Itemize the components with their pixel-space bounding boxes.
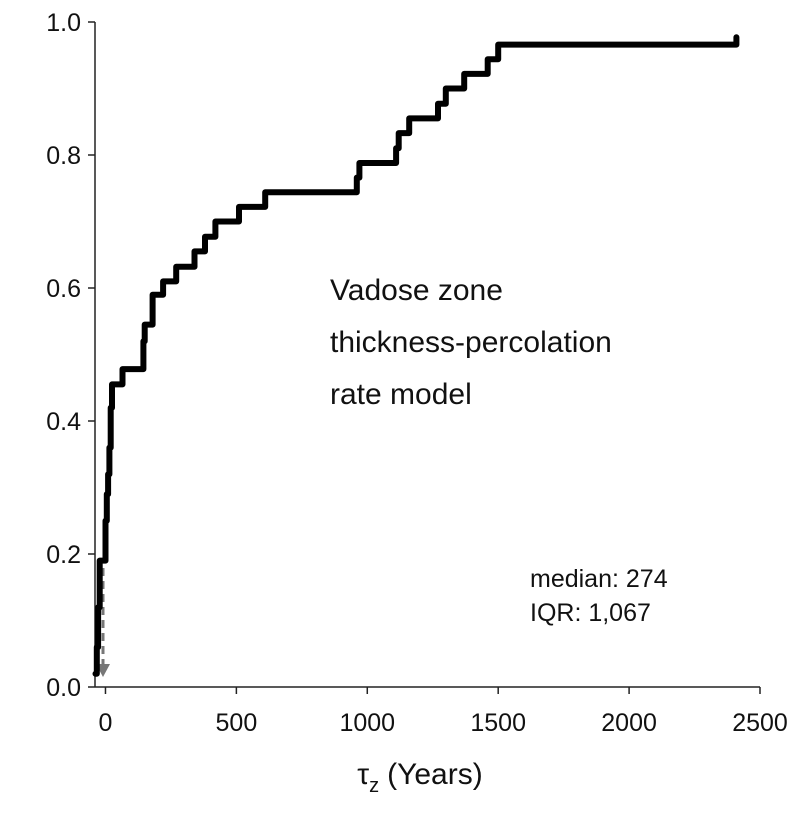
x-tick-label: 2500 — [732, 709, 788, 737]
stat-label: IQR: 1,067 — [530, 599, 651, 627]
x-axis-label: τz (Years) — [357, 758, 482, 797]
y-tick-label: 0.4 — [46, 408, 81, 436]
x-tick-label: 1000 — [339, 709, 395, 737]
y-tick-label: 1.0 — [46, 9, 81, 37]
annotation: rate model — [330, 378, 472, 411]
y-tick-label: 0.0 — [46, 674, 81, 702]
y-tick-label: 0.6 — [46, 275, 81, 303]
y-tick-label: 0.2 — [46, 541, 81, 569]
stat-label: median: 274 — [530, 565, 668, 593]
step-line — [92, 34, 740, 677]
x-label-subscript: z — [369, 775, 379, 797]
x-label-text: (Years) — [387, 758, 483, 791]
y-tick-label: 0.8 — [46, 142, 81, 170]
x-tick-label: 2000 — [601, 709, 657, 737]
x-tick-label: 1500 — [470, 709, 526, 737]
x-tick-label: 0 — [99, 709, 113, 737]
annotation: thickness-percolation — [330, 326, 612, 359]
x-label-symbol: τ — [357, 758, 369, 791]
x-tick-label: 500 — [216, 709, 258, 737]
annotation: Vadose zone — [330, 274, 503, 307]
